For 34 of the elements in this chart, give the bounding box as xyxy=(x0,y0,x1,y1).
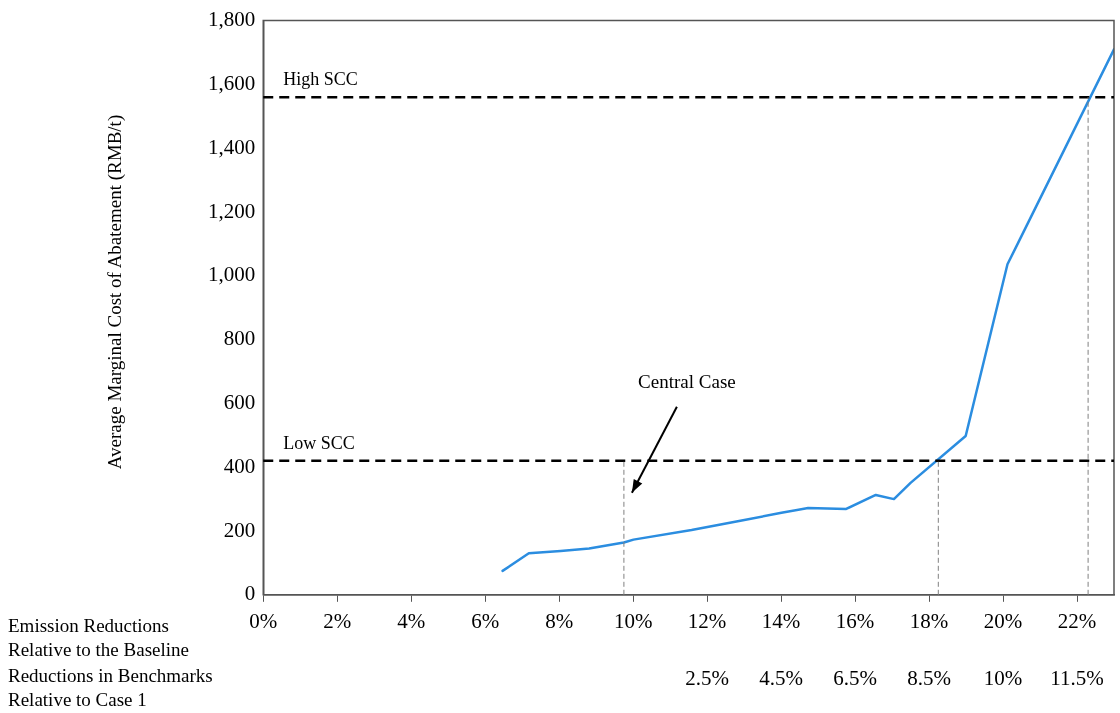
y-tick-label: 1,400 xyxy=(208,134,256,159)
text: 10% xyxy=(983,666,1023,691)
y-tick-label: 0 xyxy=(244,581,256,606)
x-axis-title: Emission Reductions Relative to the Baseline xyxy=(8,614,190,662)
x-tick-label: 4% xyxy=(397,608,426,633)
annotation: Central Case xyxy=(638,371,736,393)
y-tick-label: 400 xyxy=(223,453,256,478)
text: 6.5% xyxy=(833,666,877,691)
y-tick-label: 200 xyxy=(223,517,256,542)
y-tick-label: 1,200 xyxy=(208,198,256,223)
ref-line-label: Low SCC xyxy=(283,432,355,453)
text: 11.5% xyxy=(1050,666,1104,691)
x-tick-label: 14% xyxy=(761,608,801,633)
ref-line-label: High SCC xyxy=(283,68,358,89)
y-tick-label: 1,800 xyxy=(208,7,256,32)
x2-axis-title: Reductions in Benchmarks Relative to Case 1 xyxy=(8,664,214,712)
text: 4.5% xyxy=(759,666,803,691)
y-axis-title: Average Marginal Cost of Abatement (RMB/t) xyxy=(103,113,126,472)
x-tick-label: 0% xyxy=(249,608,278,633)
text: 8.5% xyxy=(907,666,951,691)
y-tick-label: 1,600 xyxy=(208,70,256,95)
x-tick-label: 12% xyxy=(687,608,727,633)
x-tick-label: 8% xyxy=(545,608,574,633)
x-tick-label: 20% xyxy=(983,608,1023,633)
x-tick-label: 10% xyxy=(613,608,653,633)
y-tick-label: 1,000 xyxy=(208,262,256,287)
x-tick-label: 6% xyxy=(471,608,500,633)
x-tick-label: 22% xyxy=(1057,608,1097,633)
x-tick-label: 16% xyxy=(835,608,875,633)
y-tick-label: 600 xyxy=(223,389,256,414)
x-tick-label: 2% xyxy=(323,608,352,633)
text: 2.5% xyxy=(685,666,729,691)
y-tick-label: 800 xyxy=(223,326,256,351)
x-tick-label: 18% xyxy=(909,608,949,633)
